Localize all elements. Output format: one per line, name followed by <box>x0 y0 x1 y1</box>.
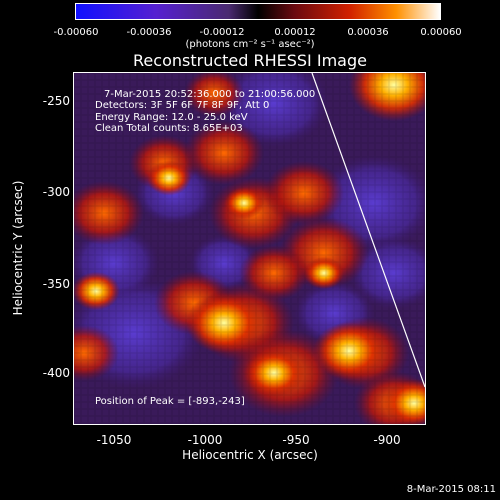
y-tick-label: -400 <box>42 366 70 380</box>
colorbar <box>75 3 441 20</box>
time-range: 7-Mar-2015 20:52:36.000 to 21:00:56.000 <box>104 89 316 100</box>
x-tick-label: -1050 <box>96 433 132 447</box>
rhessi-image <box>73 72 426 425</box>
y-tick-label: -350 <box>42 277 70 291</box>
image-title: Reconstructed RHESSI Image <box>133 51 367 70</box>
colorbar-tick: 0.00012 <box>274 27 316 38</box>
y-tick-label: -250 <box>42 94 70 108</box>
peak-position: Position of Peak = [-893,-243] <box>95 396 245 407</box>
y-axis-label: Heliocentric Y (arcsec) <box>11 180 25 316</box>
clean-info: Clean Total counts: 8.65E+03 <box>95 123 243 134</box>
intensity-map <box>74 73 425 424</box>
energy-range: Energy Range: 12.0 - 25.0 keV <box>95 112 248 123</box>
x-axis-label: Heliocentric X (arcsec) <box>182 448 318 462</box>
colorbar-units: (photons cm⁻² s⁻¹ asec⁻²) <box>185 39 315 50</box>
colorbar-tick: -0.00012 <box>199 27 245 38</box>
y-tick-label: -300 <box>42 185 70 199</box>
x-tick-label: -950 <box>282 433 310 447</box>
solar-limb <box>311 73 425 388</box>
detectors-info: Detectors: 3F 5F 6F 7F 8F 9F, Att 0 <box>95 100 270 111</box>
colorbar-tick: -0.00036 <box>126 27 172 38</box>
x-tick-label: -1000 <box>187 433 223 447</box>
x-tick-label: -900 <box>373 433 401 447</box>
colorbar-tick: 0.00060 <box>420 27 462 38</box>
colorbar-tick: 0.00036 <box>347 27 389 38</box>
colorbar-tick: -0.00060 <box>53 27 99 38</box>
generated-timestamp: 8-Mar-2015 08:11 <box>406 484 496 495</box>
colorbar-gradient <box>76 4 440 19</box>
